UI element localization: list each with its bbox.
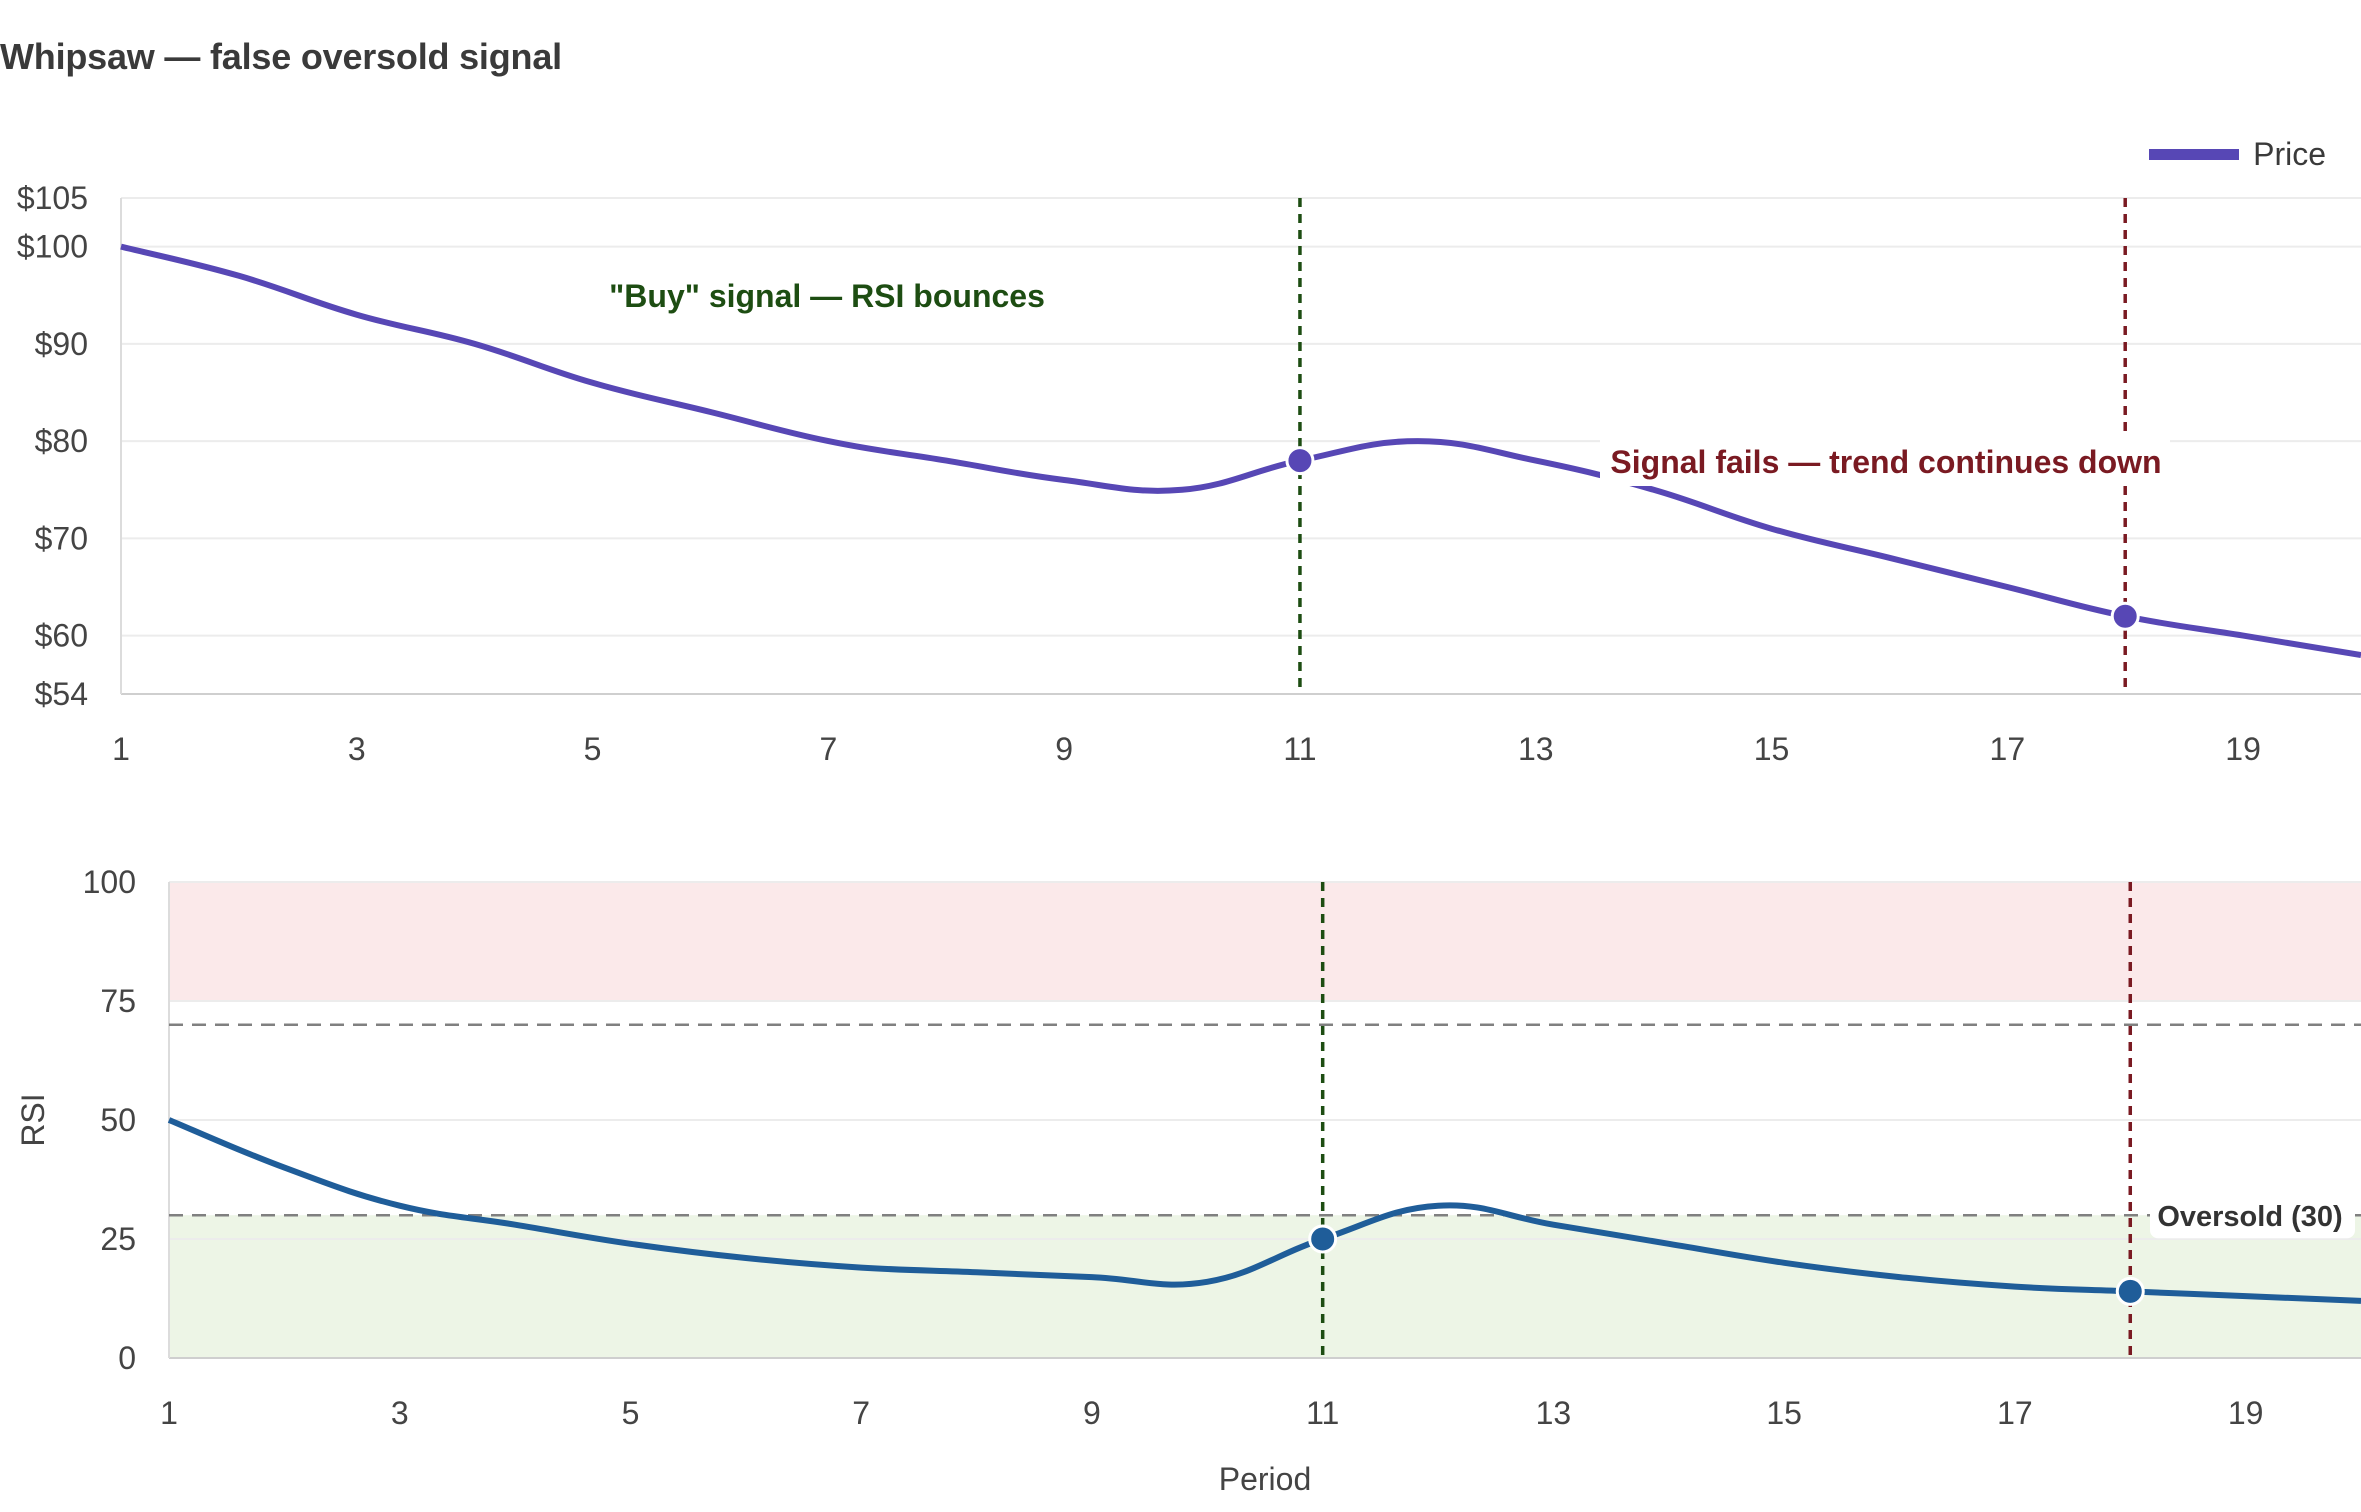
legend[interactable]: Price	[2149, 136, 2326, 173]
chart-title: Whipsaw — false oversold signal	[0, 36, 562, 77]
rsi-y-tick-label: 75	[100, 983, 136, 1019]
price-signal-point	[2110, 601, 2140, 631]
price-x-tick-label: 19	[2225, 731, 2261, 767]
price-x-tick-label: 3	[348, 731, 366, 767]
annotation-fail-background	[1600, 436, 2170, 486]
y-axis-label: RSI	[15, 1093, 51, 1146]
price-x-tick-label: 7	[819, 731, 837, 767]
rsi-x-tick-label: 1	[160, 1395, 178, 1431]
price-y-tick-label: $80	[35, 423, 88, 459]
price-y-tick-label: $70	[35, 520, 88, 556]
rsi-y-tick-label: 100	[83, 864, 136, 900]
oversold-label-background	[2150, 1190, 2355, 1239]
price-y-tick-label: $105	[17, 180, 88, 216]
legend-label-price: Price	[2253, 136, 2326, 172]
rsi-signal-point	[2115, 1276, 2145, 1306]
annotation-signal-fails: Signal fails — trend continues down	[1610, 444, 2161, 480]
rsi-x-tick-label: 15	[1766, 1395, 1802, 1431]
annotation-buy-signal: "Buy" signal — RSI bounces	[609, 278, 1045, 314]
price-x-tick-label: 11	[1283, 731, 1316, 767]
price-x-tick-label: 15	[1754, 731, 1790, 767]
rsi-x-tick-label: 5	[622, 1395, 640, 1431]
rsi-x-tick-label: 3	[391, 1395, 409, 1431]
rsi-signal-point	[1308, 1224, 1338, 1254]
rsi-x-tick-label: 9	[1083, 1395, 1101, 1431]
rsi-x-tick-label: 13	[1536, 1395, 1572, 1431]
price-y-tick-label: $60	[35, 618, 88, 654]
rsi-y-tick-label: 0	[118, 1340, 136, 1376]
oversold-threshold-label: Oversold (30)	[2157, 1201, 2342, 1233]
price-y-tick-label: $100	[17, 229, 88, 265]
price-x-tick-label: 9	[1055, 731, 1073, 767]
rsi-y-tick-label: 50	[100, 1102, 136, 1138]
rsi-series-line	[167, 1117, 2361, 1304]
price-x-tick-label: 17	[1990, 731, 2026, 767]
rsi-zone-overbought	[169, 882, 2361, 1001]
rsi-x-tick-label: 7	[852, 1395, 870, 1431]
price-x-tick-label: 13	[1518, 731, 1554, 767]
legend-swatch-price	[2149, 149, 2240, 160]
price-signal-point	[1285, 446, 1315, 476]
price-y-tick-label: $54	[35, 676, 88, 712]
rsi-x-tick-label: 11	[1306, 1395, 1339, 1431]
rsi-x-tick-label: 19	[2228, 1395, 2264, 1431]
price-y-tick-label: $90	[35, 326, 88, 362]
rsi-y-tick-label: 25	[100, 1221, 136, 1257]
price-x-tick-label: 1	[112, 731, 130, 767]
x-axis-label: Period	[1219, 1461, 1312, 1497]
price-series-line	[120, 243, 2361, 659]
price-x-tick-label: 5	[584, 731, 602, 767]
rsi-x-tick-label: 17	[1997, 1395, 2033, 1431]
